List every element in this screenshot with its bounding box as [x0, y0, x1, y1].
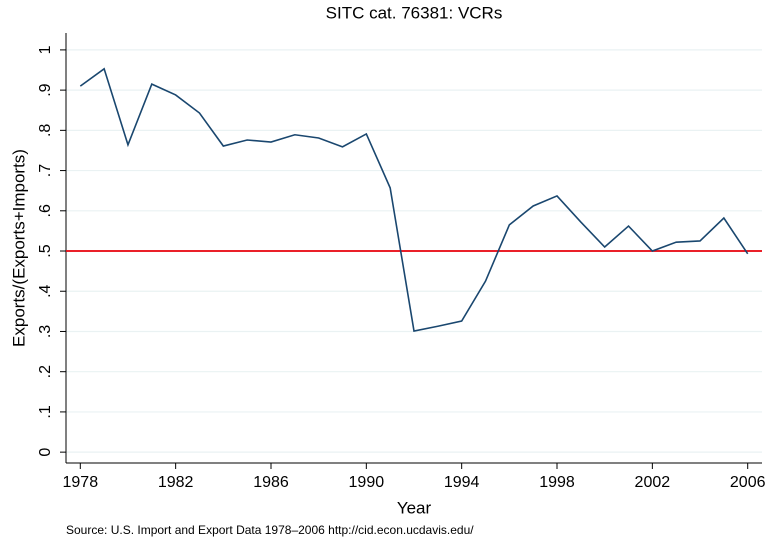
- y-tick-label: 0: [37, 448, 54, 457]
- y-tick-label: .2: [37, 365, 54, 378]
- x-tick-label: 2002: [635, 474, 671, 491]
- source-note: Source: U.S. Import and Export Data 1978…: [66, 523, 474, 537]
- x-tick-label: 1990: [349, 474, 385, 491]
- x-tick-label: 1982: [158, 474, 194, 491]
- y-tick-label: .9: [37, 83, 54, 96]
- x-axis-label: Year: [397, 498, 432, 517]
- data-line: [79, 67, 749, 333]
- y-tick-label: .4: [37, 284, 54, 297]
- x-tick-label: 1978: [63, 474, 99, 491]
- y-tick-label: .6: [37, 204, 54, 217]
- chart-title: SITC cat. 76381: VCRs: [326, 3, 503, 22]
- y-tick-label: .8: [37, 124, 54, 137]
- y-tick-label: 1: [37, 45, 54, 54]
- y-axis-label: Exports/(Exports+Imports): [9, 149, 28, 347]
- x-tick-label: 1998: [539, 474, 575, 491]
- y-tick-label: .3: [37, 325, 54, 338]
- y-tick-label: .5: [37, 244, 54, 257]
- x-tick-label: 1986: [253, 474, 289, 491]
- x-tick-label: 2006: [730, 474, 766, 491]
- y-tick-label: .1: [37, 405, 54, 418]
- x-tick-label: 1994: [444, 474, 480, 491]
- y-tick-label: .7: [37, 164, 54, 177]
